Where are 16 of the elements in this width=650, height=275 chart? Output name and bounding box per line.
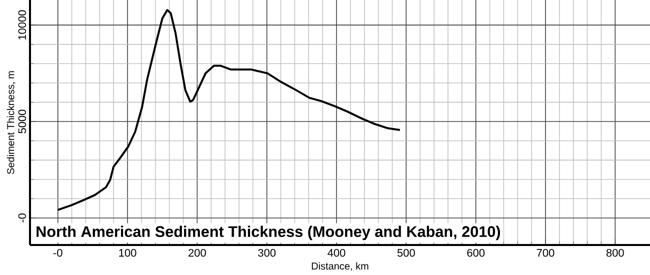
- x-tick-label: 300: [258, 248, 276, 257]
- x-tick-label: 100: [119, 248, 136, 257]
- x-axis-title: Distance, km: [312, 262, 368, 271]
- x-tick-label: 800: [606, 248, 624, 257]
- text: North American Sediment Thickness (Mooney and Kaban, 2010): [36, 226, 500, 240]
- line-series: [56, 9, 401, 211]
- x-tick-label: 400: [328, 248, 346, 257]
- x-tick-label: 600: [467, 248, 485, 257]
- y-tick-label: 5000: [18, 110, 26, 134]
- y-tick-label: -0: [18, 214, 26, 222]
- x-tick-label: 700: [536, 248, 554, 257]
- y-axis-title: Sediment Thickness, m: [6, 71, 16, 174]
- x-tick-label: 500: [397, 248, 415, 257]
- y-tick-label: 10000: [18, 10, 26, 40]
- x-tick-label: -0: [53, 248, 62, 257]
- x-tick-label: 200: [188, 248, 206, 257]
